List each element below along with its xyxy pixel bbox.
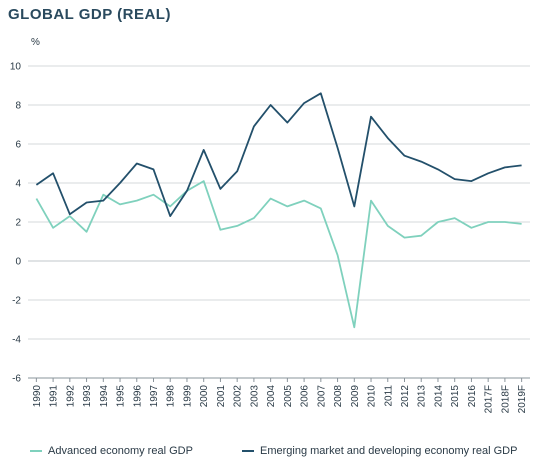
- y-tick-label: 6: [15, 140, 21, 151]
- x-tick-label: 2007: [316, 385, 327, 408]
- x-tick-label: 2005: [283, 385, 294, 408]
- series-lines: [35, 92, 522, 329]
- y-tick-label: -6: [12, 374, 21, 385]
- axes: 10 8 6 4 2 0 -2 -4 -6 1990 1991 1992 1993 1994 1995 199…: [10, 62, 530, 413]
- x-tick-label: 1997: [149, 385, 160, 408]
- legend-item-emerging: Emerging market and developing economy r…: [242, 445, 517, 457]
- x-tick-label: 1998: [166, 385, 177, 408]
- legend-label-emerging: Emerging market and developing economy r…: [260, 445, 518, 457]
- x-tick-label: 1996: [132, 385, 143, 408]
- y-tick-label: 8: [15, 101, 21, 112]
- x-tick-label: 2019F: [517, 385, 528, 413]
- series-line-advanced: [35, 180, 522, 329]
- x-tick-label: 2012: [400, 385, 411, 408]
- x-tick-label: 2008: [333, 385, 344, 408]
- chart-title: GLOBAL GDP (REAL): [8, 6, 171, 23]
- x-tick-label: 2002: [233, 385, 244, 408]
- x-tick-label: 2000: [199, 385, 210, 408]
- x-tick-label: 2011: [383, 385, 394, 407]
- x-tick-label: 2017F: [484, 385, 495, 413]
- x-tick-label: 1991: [49, 385, 60, 408]
- legend-label-advanced: Advanced economy real GDP: [48, 445, 193, 457]
- x-tick-label: 1999: [182, 385, 193, 408]
- x-tick-label: 2003: [249, 385, 260, 408]
- x-tick-label: 1995: [116, 385, 127, 408]
- x-tick-label: 2004: [266, 385, 277, 408]
- y-axis-unit-label: %: [31, 37, 40, 48]
- x-tick-label: 1994: [99, 385, 110, 408]
- y-tick-label: 2: [15, 218, 21, 229]
- x-tick-label: 2015: [450, 385, 461, 408]
- x-tick-label: 1993: [82, 385, 93, 408]
- legend-item-advanced: Advanced economy real GDP: [30, 445, 193, 457]
- x-tick-label: 2018F: [500, 385, 511, 413]
- y-tick-label: -2: [12, 296, 21, 307]
- x-tick-label: 2016: [467, 385, 478, 408]
- legend-swatch-advanced: [30, 450, 42, 453]
- y-tick-label: -4: [12, 335, 21, 346]
- x-tick-label: 2010: [367, 385, 378, 408]
- x-tick-label: 1992: [65, 385, 76, 408]
- x-tick-label: 1990: [32, 385, 43, 408]
- legend-swatch-emerging: [242, 450, 254, 453]
- x-tick-label: 2006: [300, 385, 311, 408]
- x-tick-label: 2001: [216, 385, 227, 408]
- x-tick-label: 2009: [350, 385, 361, 408]
- series-line-emerging: [35, 92, 522, 218]
- x-tick-label: 2014: [433, 385, 444, 408]
- y-tick-label: 0: [15, 257, 21, 268]
- y-tick-label: 10: [10, 62, 22, 73]
- x-tick-label: 2013: [417, 385, 428, 408]
- y-tick-label: 4: [15, 179, 21, 190]
